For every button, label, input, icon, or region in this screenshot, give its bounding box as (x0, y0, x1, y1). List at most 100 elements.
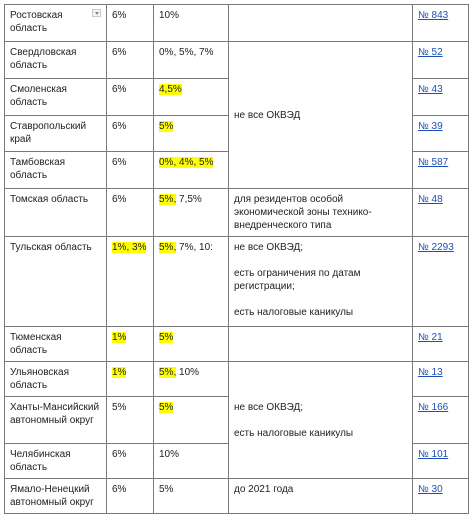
region-cell: Ханты-Мансийский автономный округ (4, 396, 107, 444)
rate-a: 6% (112, 194, 127, 205)
note-paragraph: есть ограничения по датам регистрации; (234, 268, 361, 292)
law-cell: № 43 (412, 78, 469, 116)
law-link[interactable]: № 13 (418, 367, 443, 378)
rate-b-cell: 0%, 5%, 7% (153, 41, 229, 79)
table-row: Ямало-Ненецкий автономный округ 6% 5% до… (4, 478, 469, 514)
table-row: Ханты-Мансийский автономный округ 5% 5% … (4, 396, 469, 444)
note-text: до 2021 года (234, 484, 294, 495)
region-name: Тульская область (10, 242, 92, 253)
law-link[interactable]: № 2293 (418, 242, 454, 253)
rate-b: 5% (159, 484, 174, 495)
rate-b-cell: 5% (153, 115, 229, 152)
rate-b: 10% (159, 449, 180, 460)
note-paragraph: есть налоговые каникулы (234, 427, 354, 439)
table-row: Ульяновская область 1% 5%, 10% не все ОК… (4, 361, 469, 479)
law-cell: № 2293 (412, 236, 469, 327)
note-cell: не все ОКВЭД; есть ограничения по датам … (228, 236, 413, 327)
region-cell: Смоленская область (4, 78, 107, 116)
filter-dropdown-icon[interactable] (92, 9, 101, 17)
table-row: Тюменская область 1% 5% № 21 (4, 326, 469, 362)
rate-a-cell: 6% (106, 151, 154, 189)
rate-a-cell: 6% (106, 443, 154, 479)
region-name: Ханты-Мансийский автономный округ (10, 402, 100, 426)
rate-b-highlighted: 5% (159, 332, 174, 343)
note-cell: не все ОКВЭД (228, 41, 413, 189)
rate-b-cell: 5% (153, 478, 229, 514)
rate-b-highlighted: 5%, (159, 367, 177, 378)
law-cell: № 166 (412, 396, 469, 444)
law-cell: № 52 (412, 41, 469, 79)
region-name: Тюменская область (10, 332, 62, 356)
law-link[interactable]: № 587 (418, 157, 449, 168)
rate-b-rest: 7%, 10: (176, 242, 213, 253)
rate-b-cell: 0%, 4%, 5% (153, 151, 229, 189)
rate-a-highlighted: 1%, 3% (112, 242, 147, 253)
rate-a-cell: 6% (106, 4, 154, 42)
law-cell: № 21 (412, 326, 469, 362)
region-name: Томская область (10, 194, 89, 205)
rate-b: 0%, 5%, 7% (159, 47, 214, 58)
region-cell: Ростовская область (4, 4, 107, 42)
region-name: Ростовская область (10, 10, 63, 34)
rate-a-cell: 6% (106, 115, 154, 152)
law-link[interactable]: № 39 (418, 121, 443, 132)
rate-a: 6% (112, 10, 127, 21)
table-row: Томская область 6% 5%, 7,5% для резидент… (4, 188, 469, 237)
rate-b-rest: 7,5% (176, 194, 202, 205)
rate-a-cell: 6% (106, 478, 154, 514)
rate-a: 6% (112, 484, 127, 495)
law-link[interactable]: № 166 (418, 402, 449, 413)
law-link[interactable]: № 48 (418, 194, 443, 205)
rate-b-highlighted: 5% (159, 402, 174, 413)
table-row: Смоленская область 6% 4,5% № 43 (4, 78, 469, 116)
rate-b-cell: 10% (153, 443, 229, 479)
note-paragraph: не все ОКВЭД; (234, 242, 304, 253)
region-cell: Томская область (4, 188, 107, 237)
law-cell: № 843 (412, 4, 469, 42)
region-cell: Ямало-Ненецкий автономный округ (4, 478, 107, 514)
note-cell (228, 326, 413, 362)
law-cell: № 39 (412, 115, 469, 152)
region-cell: Ульяновская область (4, 361, 107, 397)
rate-b-highlighted: 4,5% (159, 84, 182, 95)
region-cell: Челябинская область (4, 443, 107, 479)
rate-a-cell: 6% (106, 78, 154, 116)
rate-b-cell: 5% (153, 396, 229, 444)
rate-a-cell: 1% (106, 326, 154, 362)
table-row: Тульская область 1%, 3% 5%, 7%, 10: не в… (4, 236, 469, 327)
rate-b-rest: 10% (176, 367, 200, 378)
region-name: Челябинская область (10, 449, 71, 473)
region-name: Ямало-Ненецкий автономный округ (10, 484, 94, 508)
law-cell: № 13 (412, 361, 469, 397)
rate-a-cell: 1%, 3% (106, 236, 154, 327)
rate-b-highlighted: 5%, (159, 242, 177, 253)
law-link[interactable]: № 52 (418, 47, 443, 58)
tax-rates-table: Ростовская область 6% 10% № 843 Свердлов… (4, 4, 469, 514)
rate-a: 6% (112, 157, 127, 168)
law-link[interactable]: № 43 (418, 84, 443, 95)
rate-b-highlighted: 0%, 4%, 5% (159, 157, 214, 168)
law-link[interactable]: № 30 (418, 484, 443, 495)
rate-b-cell: 10% (153, 4, 229, 42)
law-link[interactable]: № 843 (418, 10, 449, 21)
law-link[interactable]: № 21 (418, 332, 443, 343)
table-row: Челябинская область 6% 10% № 101 (4, 443, 469, 479)
law-link[interactable]: № 101 (418, 449, 449, 460)
region-cell: Ставропольский край (4, 115, 107, 152)
rate-b: 10% (159, 10, 180, 21)
law-cell: № 48 (412, 188, 469, 237)
region-name: Свердловская область (10, 47, 77, 71)
note-cell: до 2021 года (228, 478, 413, 514)
table-row: Тамбовская область 6% 0%, 4%, 5% № 587 (4, 151, 469, 189)
rate-a-cell: 5% (106, 396, 154, 444)
note-cell: не все ОКВЭД; есть налоговые каникулы (228, 361, 413, 479)
region-name: Тамбовская область (10, 157, 66, 181)
table-row: Ставропольский край 6% 5% № 39 (4, 115, 469, 152)
note-text: для резидентов особой экономической зоны… (234, 194, 372, 231)
rate-a: 5% (112, 402, 127, 413)
rate-b-cell: 5%, 7,5% (153, 188, 229, 237)
law-cell: № 30 (412, 478, 469, 514)
rate-a-highlighted: 1% (112, 367, 127, 378)
table-row: Свердловская область 6% 0%, 5%, 7% не вс… (4, 41, 469, 189)
law-cell: № 101 (412, 443, 469, 479)
